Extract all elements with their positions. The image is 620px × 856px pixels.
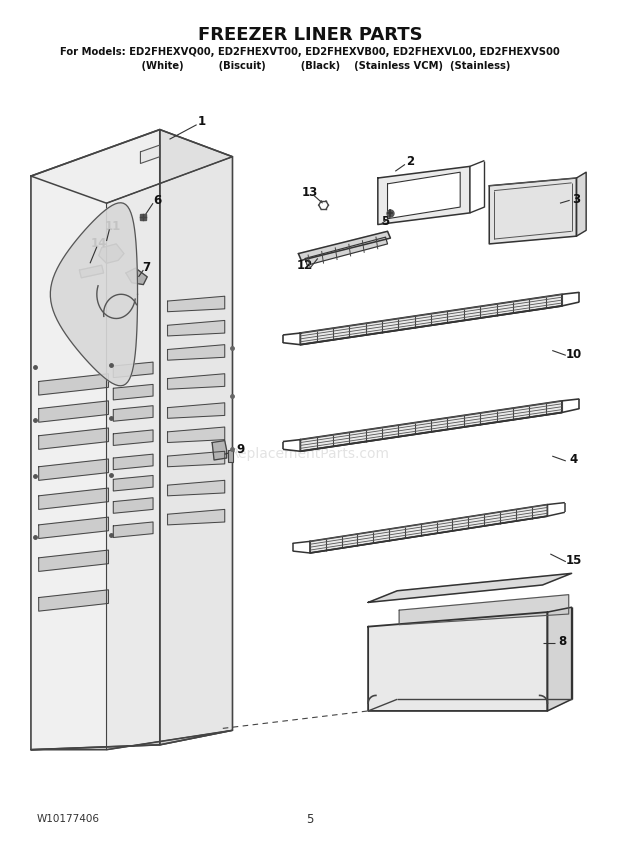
Polygon shape <box>113 384 153 400</box>
Polygon shape <box>113 522 153 538</box>
Text: 12: 12 <box>297 259 313 271</box>
Polygon shape <box>310 504 547 553</box>
Polygon shape <box>300 294 562 345</box>
Text: 2: 2 <box>405 155 414 168</box>
Text: 9: 9 <box>236 443 244 455</box>
Text: 13: 13 <box>302 186 318 199</box>
Bar <box>228 450 234 462</box>
Polygon shape <box>38 517 108 538</box>
Polygon shape <box>212 441 227 460</box>
Text: 1: 1 <box>197 116 206 128</box>
Text: 8: 8 <box>558 634 566 648</box>
Polygon shape <box>489 178 577 244</box>
Text: 15: 15 <box>565 554 582 568</box>
Polygon shape <box>38 590 108 611</box>
Polygon shape <box>141 145 160 163</box>
Text: ReplacementParts.com: ReplacementParts.com <box>230 447 390 461</box>
Polygon shape <box>167 403 224 419</box>
Polygon shape <box>31 129 232 203</box>
Polygon shape <box>113 362 153 377</box>
Polygon shape <box>298 231 391 260</box>
Polygon shape <box>113 406 153 421</box>
Polygon shape <box>305 237 388 265</box>
Text: 5: 5 <box>381 215 390 228</box>
Polygon shape <box>113 475 153 491</box>
Polygon shape <box>113 455 153 470</box>
Polygon shape <box>38 550 108 572</box>
Polygon shape <box>31 129 160 750</box>
Polygon shape <box>167 509 224 525</box>
Text: 5: 5 <box>306 813 314 826</box>
Text: 11: 11 <box>105 220 122 233</box>
Text: (White)          (Biscuit)          (Black)    (Stainless VCM)  (Stainless): (White) (Biscuit) (Black) (Stainless VCM… <box>110 61 510 70</box>
Polygon shape <box>388 172 460 218</box>
Polygon shape <box>99 244 124 264</box>
Polygon shape <box>126 268 147 284</box>
Text: For Models: ED2FHEXVQ00, ED2FHEXVT00, ED2FHEXVB00, ED2FHEXVL00, ED2FHEXVS00: For Models: ED2FHEXVQ00, ED2FHEXVT00, ED… <box>60 47 560 57</box>
Polygon shape <box>378 166 470 224</box>
Text: W10177406: W10177406 <box>37 814 100 824</box>
Polygon shape <box>167 451 224 467</box>
Polygon shape <box>368 612 547 711</box>
Polygon shape <box>113 430 153 445</box>
Polygon shape <box>547 607 572 711</box>
Text: FREEZER LINER PARTS: FREEZER LINER PARTS <box>198 26 422 44</box>
Text: 3: 3 <box>572 193 580 205</box>
Polygon shape <box>399 595 569 625</box>
Text: 10: 10 <box>565 348 582 361</box>
Polygon shape <box>38 459 108 480</box>
Text: 6: 6 <box>153 193 161 207</box>
Polygon shape <box>31 730 232 750</box>
Polygon shape <box>577 172 586 236</box>
Polygon shape <box>167 320 224 336</box>
Polygon shape <box>167 427 224 443</box>
Polygon shape <box>167 480 224 496</box>
Polygon shape <box>167 374 224 389</box>
Polygon shape <box>50 203 138 386</box>
Polygon shape <box>79 265 104 278</box>
Text: 14: 14 <box>91 237 107 251</box>
Polygon shape <box>160 129 232 745</box>
Text: 4: 4 <box>569 453 578 466</box>
Polygon shape <box>38 374 108 395</box>
Polygon shape <box>300 401 562 451</box>
Polygon shape <box>113 498 153 514</box>
Polygon shape <box>38 488 108 509</box>
Polygon shape <box>107 157 232 750</box>
Polygon shape <box>38 428 108 449</box>
Polygon shape <box>38 401 108 422</box>
Polygon shape <box>368 574 572 603</box>
Polygon shape <box>167 345 224 360</box>
Polygon shape <box>167 296 224 312</box>
Text: 7: 7 <box>142 261 150 274</box>
